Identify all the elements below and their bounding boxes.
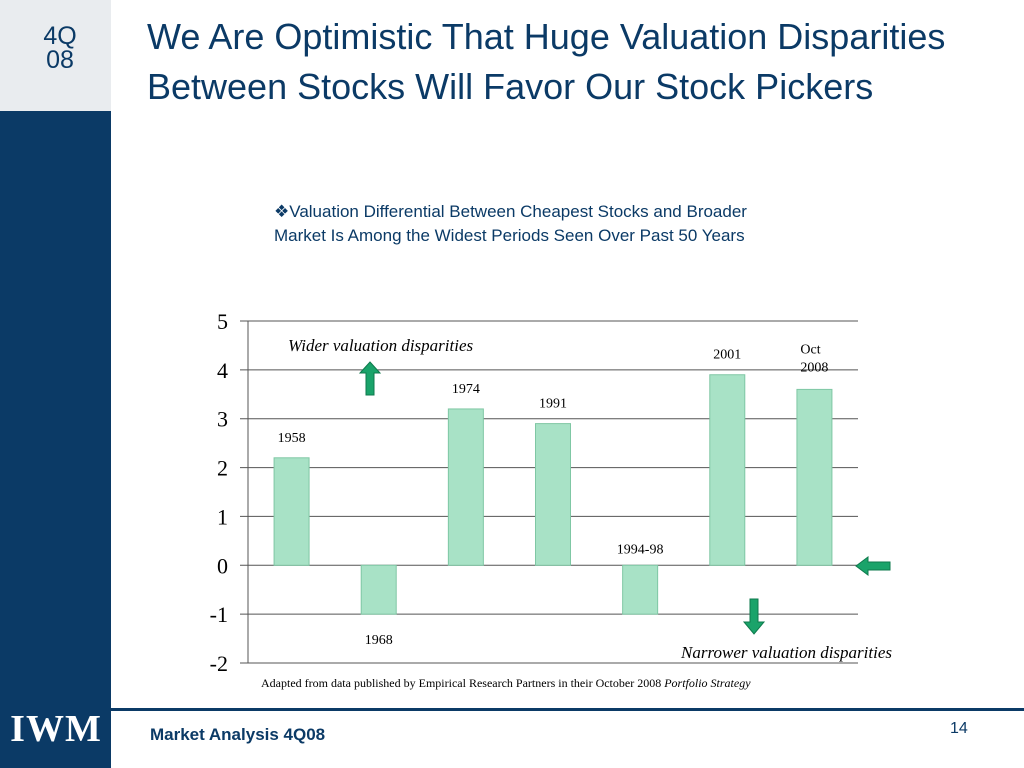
y-tick-label: -1	[210, 602, 228, 627]
category-label: 1994-98	[617, 542, 664, 557]
chart-caption: Adapted from data published by Empirical…	[261, 676, 751, 691]
category-label: 1968	[365, 633, 393, 648]
bar	[360, 564, 397, 615]
narrower-disparities-annotation: Narrower valuation disparities	[680, 643, 892, 662]
y-tick-label: -2	[210, 651, 228, 676]
bar	[535, 423, 571, 566]
y-tick-label: 3	[217, 407, 228, 432]
category-label: 2008	[800, 360, 828, 375]
category-label: Oct	[800, 342, 820, 357]
quarter-label: 4Q 08	[20, 22, 100, 74]
y-tick-label: 0	[217, 553, 228, 578]
category-label: 1991	[539, 397, 567, 412]
slide-title: We Are Optimistic That Huge Valuation Di…	[147, 16, 946, 107]
bar	[447, 408, 484, 566]
bullet-text: Valuation Differential Between Cheapest …	[274, 202, 747, 245]
down-arrow-icon	[742, 598, 766, 635]
y-tick-label: 4	[217, 358, 228, 383]
bar	[709, 374, 746, 566]
diamond-bullet-icon: ❖	[274, 202, 290, 221]
caption-italic: Portfolio Strategy	[664, 676, 751, 690]
footer-divider	[111, 708, 1024, 711]
iwm-logo: IWM	[10, 708, 102, 750]
bar	[622, 564, 659, 615]
left-arrow-icon	[855, 556, 891, 576]
quarter-line-2: 08	[46, 46, 74, 74]
category-label: 1958	[278, 431, 306, 446]
y-tick-label: 5	[217, 309, 228, 334]
wider-disparities-annotation: Wider valuation disparities	[288, 336, 473, 355]
bullet-point: ❖Valuation Differential Between Cheapest…	[274, 200, 794, 248]
category-label: 2001	[713, 348, 741, 363]
page-number: 14	[950, 720, 968, 737]
quarter-line-1: 4Q	[43, 22, 77, 50]
footer-title: Market Analysis 4Q08	[150, 725, 326, 744]
bar	[796, 388, 833, 566]
caption-text: Adapted from data published by Empirical…	[261, 676, 665, 690]
y-tick-label: 2	[217, 456, 228, 481]
quarter-box: 4Q 08	[0, 0, 111, 111]
up-arrow-icon	[358, 361, 382, 396]
bar	[273, 457, 310, 566]
category-label: 1974	[452, 382, 480, 397]
y-tick-label: 1	[217, 504, 228, 529]
sidebar	[0, 0, 111, 768]
